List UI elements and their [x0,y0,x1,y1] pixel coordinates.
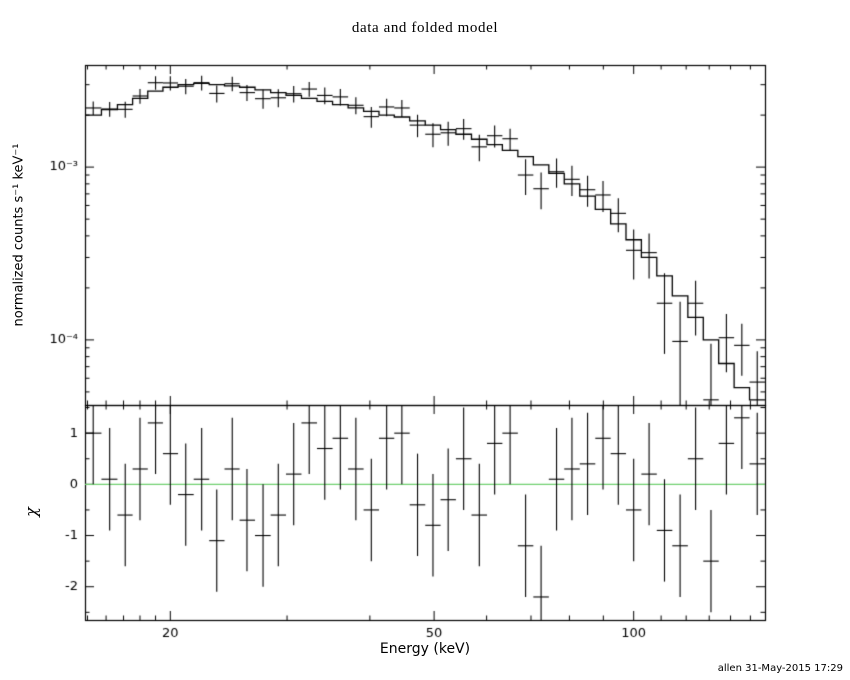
timestamp-label: allen 31-May-2015 17:29 [717,663,843,674]
y-axis-label-chi: χ [21,507,41,517]
y-axis-label-counts: normalized counts s⁻¹ keV⁻¹ [11,143,27,327]
x-axis-label-energy: Energy (keV) [379,641,471,657]
plot-title: data and folded model [351,20,499,36]
